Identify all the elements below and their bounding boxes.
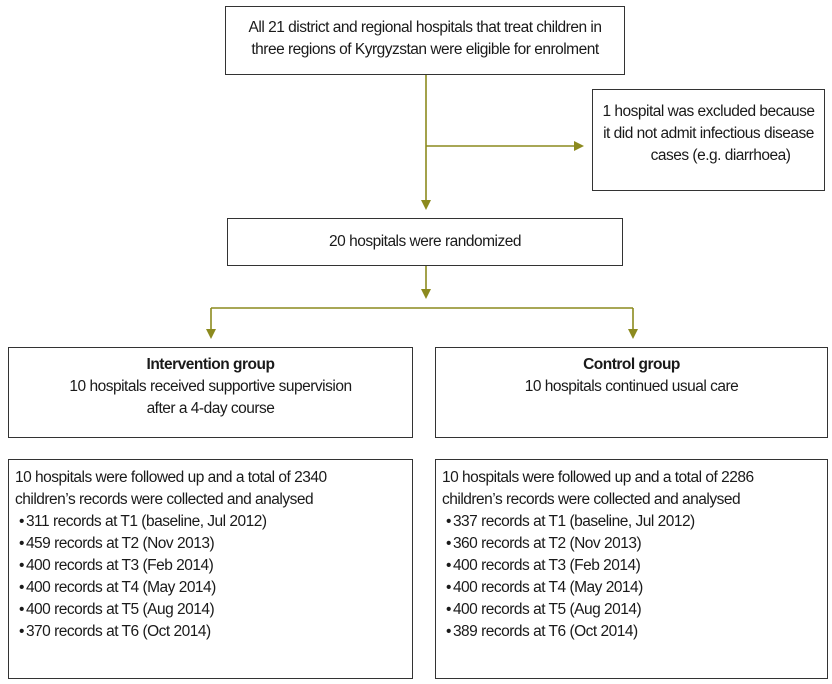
intervention-followup-line-2: children’s records were collected and an… — [15, 491, 314, 508]
intervention-line-1: 10 hospitals received supportive supervi… — [69, 378, 352, 395]
control-followup-line-1: 10 hospitals were followed up and a tota… — [442, 469, 754, 486]
excluded-line-2: it did not admit infectious disease — [603, 125, 814, 142]
list-item: 400 records at T4 (May 2014) — [442, 577, 827, 599]
excluded-box: 1 hospital was excluded because it did n… — [592, 89, 825, 191]
list-item: 400 records at T5 (Aug 2014) — [442, 599, 827, 621]
list-item: 400 records at T5 (Aug 2014) — [15, 599, 412, 621]
excluded-line-1: 1 hospital was excluded because — [602, 103, 815, 120]
control-line-1: 10 hospitals continued usual care — [524, 378, 739, 395]
list-item: 360 records at T2 (Nov 2013) — [442, 533, 827, 555]
intervention-box: Intervention group 10 hospitals received… — [8, 347, 413, 438]
list-item: 311 records at T1 (baseline, Jul 2012) — [15, 511, 412, 533]
intervention-followup-box: 10 hospitals were followed up and a tota… — [8, 459, 413, 679]
randomized-box: 20 hospitals were randomized — [227, 218, 623, 266]
list-item: 389 records at T6 (Oct 2014) — [442, 621, 827, 643]
eligible-line-2: three regions of Kyrgyzstan were eligibl… — [251, 41, 599, 58]
eligible-line-1: All 21 district and regional hospitals t… — [248, 19, 602, 36]
excluded-line-3: cases (e.g. diarrhoea) — [650, 147, 791, 164]
control-records-list: 337 records at T1 (baseline, Jul 2012) 3… — [442, 511, 827, 643]
intervention-followup-line-1: 10 hospitals were followed up and a tota… — [15, 469, 327, 486]
control-followup-line-2: children’s records were collected and an… — [442, 491, 741, 508]
list-item: 400 records at T4 (May 2014) — [15, 577, 412, 599]
intervention-records-list: 311 records at T1 (baseline, Jul 2012) 4… — [15, 511, 412, 643]
control-title: Control group — [583, 356, 680, 373]
list-item: 337 records at T1 (baseline, Jul 2012) — [442, 511, 827, 533]
list-item: 400 records at T3 (Feb 2014) — [15, 555, 412, 577]
control-box: Control group 10 hospitals continued usu… — [435, 347, 828, 438]
eligible-box: All 21 district and regional hospitals t… — [225, 6, 625, 75]
intervention-line-2: after a 4-day course — [146, 400, 275, 417]
list-item: 370 records at T6 (Oct 2014) — [15, 621, 412, 643]
intervention-title: Intervention group — [146, 356, 275, 373]
list-item: 459 records at T2 (Nov 2013) — [15, 533, 412, 555]
list-item: 400 records at T3 (Feb 2014) — [442, 555, 827, 577]
control-followup-box: 10 hospitals were followed up and a tota… — [435, 459, 828, 679]
randomized-text: 20 hospitals were randomized — [329, 233, 521, 250]
